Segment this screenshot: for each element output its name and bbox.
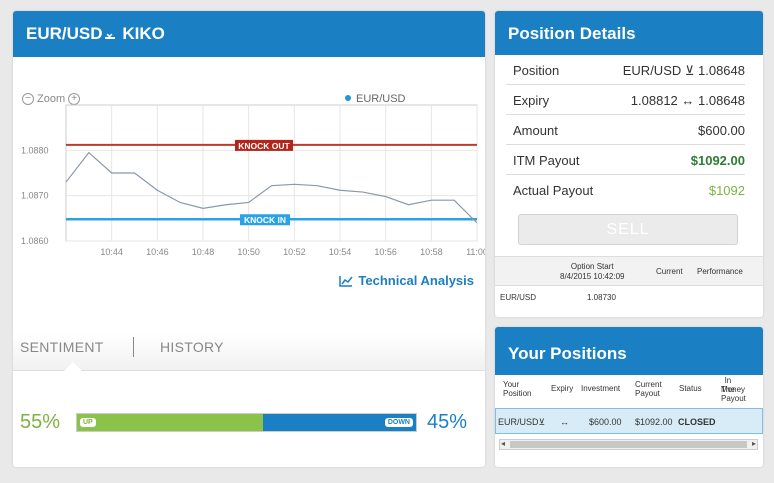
position-cell: EUR/USD⊻ <box>498 417 546 427</box>
table-row: EUR/USD 1.08730 <box>495 286 763 310</box>
sentiment-bar: UP DOWN <box>76 413 417 432</box>
detail-label: Expiry <box>513 93 550 108</box>
arrow-down-underline-icon: ⌄ <box>104 26 115 40</box>
active-tab-indicator <box>63 362 83 372</box>
option-table-header: Option Start 8/4/2015 10:42:09 Current P… <box>495 256 763 286</box>
col-status: Status <box>679 384 702 393</box>
detail-label: Position <box>513 63 560 78</box>
sentiment-bar-down: DOWN <box>263 414 416 431</box>
x-tick-label: 10:46 <box>146 247 169 257</box>
detail-label: Actual Payout <box>513 183 594 198</box>
detail-value: $600.00 <box>698 123 745 138</box>
your-positions-title: Your Positions <box>495 327 763 375</box>
position-details-panel: Position Details Position EUR/USD ⊻ 1.08… <box>495 11 763 317</box>
col-text: Current <box>635 380 662 389</box>
position-details-title: Position Details <box>495 11 763 55</box>
sentiment-bar-up: UP <box>77 414 264 431</box>
detail-label: Amount <box>513 123 558 138</box>
product-label: KIKO <box>122 24 165 43</box>
technical-analysis-link[interactable]: Technical Analysis <box>339 273 474 288</box>
sentiment-meter: 55% UP DOWN 45% <box>13 409 485 439</box>
detail-value: 1.08812 ↔ 1.08648 <box>630 93 745 108</box>
y-tick-label: 1.0860 <box>21 236 49 246</box>
detail-label: ITM Payout <box>513 153 580 168</box>
zoom-label: Zoom <box>37 93 66 105</box>
price-chart: − Zoom + EUR/USD 10:44 10:46 10:48 10:50 10:… <box>13 57 485 307</box>
y-tick-label: 1.0870 <box>21 191 49 201</box>
col-text: Your <box>503 380 520 389</box>
legend-dot-icon <box>345 95 351 101</box>
chart-svg: 10:44 10:46 10:48 10:50 10:52 10:54 10:56 10:58… <box>21 104 485 257</box>
x-tick-label: 10:58 <box>420 247 443 257</box>
option-start-label: Option Start <box>570 262 614 271</box>
col-text: In The <box>721 376 735 394</box>
col-text: Payout <box>635 389 660 398</box>
detail-row-expiry: Expiry 1.08812 ↔ 1.08648 <box>506 85 745 115</box>
start-value-cell: 1.08730 <box>587 293 616 302</box>
detail-row-actual-payout: Actual Payout $1092 <box>506 175 745 205</box>
col-investment: Investment <box>581 384 621 393</box>
position-row[interactable]: EUR/USD⊻ ↔ $600.00 $1092.00 CLOSED <box>495 408 763 434</box>
option-start-header: Option Start 8/4/2015 10:42:09 <box>560 262 625 282</box>
sentiment-down-percent: 45% <box>427 411 468 433</box>
x-tick-label: 10:48 <box>192 247 215 257</box>
chart-legend: EUR/USD <box>345 93 406 105</box>
tab-history[interactable]: HISTORY <box>160 339 224 355</box>
tab-sentiment[interactable]: SENTIMENT <box>20 339 104 355</box>
positions-table-header: Your Position Expiry Investment Current … <box>495 375 763 408</box>
scroll-left-icon[interactable]: ◂ <box>501 439 506 448</box>
current-header: Current <box>656 267 683 276</box>
knock-in-label: KNOCK IN <box>244 215 286 225</box>
detail-value: $1092.00 <box>690 153 745 168</box>
x-tick-label: 10:50 <box>237 247 260 257</box>
knock-out-label: KNOCK OUT <box>238 141 290 151</box>
panel-header: EUR/USD ⌄ KIKO <box>13 11 485 57</box>
detail-value: EUR/USD ⊻ 1.08648 <box>622 63 745 78</box>
scrollbar-thumb[interactable] <box>510 441 747 448</box>
option-start-time: 8/4/2015 10:42:09 <box>560 272 625 281</box>
scroll-right-icon[interactable]: ▸ <box>751 439 756 448</box>
current-payout-cell: $1092.00 <box>635 417 673 427</box>
performance-header: Performance <box>697 267 743 276</box>
price-series-line <box>65 151 478 224</box>
knock-out-badge <box>235 139 293 151</box>
sentiment-up-percent: 55% <box>20 411 61 433</box>
asset-cell: EUR/USD <box>500 293 537 302</box>
investment-cell: $600.00 <box>589 417 622 427</box>
status-cell: CLOSED <box>678 417 716 427</box>
col-text: Position <box>503 389 532 398</box>
tab-bar: SENTIMENT HISTORY <box>13 333 485 372</box>
pair-label: EUR/USD <box>26 24 103 43</box>
col-text: Payout <box>721 394 746 403</box>
zoom-out-icon[interactable]: − <box>22 93 34 105</box>
y-tick-label: 1.0880 <box>21 145 49 155</box>
x-tick-label: 10:56 <box>374 247 397 257</box>
detail-row-itm-payout: ITM Payout $1092.00 <box>506 145 745 175</box>
detail-row-position: Position EUR/USD ⊻ 1.08648 <box>506 55 745 85</box>
expiry-cell: ↔ <box>560 417 569 427</box>
col-text: Money <box>721 385 746 394</box>
up-tag: UP <box>80 418 96 427</box>
your-positions-panel: Your Positions Your Position Expiry Inve… <box>495 327 763 467</box>
x-tick-label: 10:44 <box>100 247 123 257</box>
col-expiry: Expiry <box>551 384 574 393</box>
detail-value: $1092 <box>708 183 745 198</box>
x-tick-label: 10:54 <box>329 247 352 257</box>
legend-label: EUR/USD <box>356 93 406 105</box>
technical-analysis-label: Technical Analysis <box>358 273 474 288</box>
tab-divider <box>133 337 134 357</box>
chart-panel: EUR/USD ⌄ KIKO − Zoom + EUR/USD 10:44 10:4… <box>13 11 485 467</box>
horizontal-scrollbar[interactable]: ◂ ▸ <box>499 439 758 450</box>
down-tag: DOWN <box>384 418 413 427</box>
knock-in-badge <box>240 214 290 226</box>
line-chart-icon <box>339 275 353 287</box>
x-tick-label: 11:00 <box>466 247 485 257</box>
sell-button[interactable]: SELL <box>518 214 738 245</box>
x-tick-label: 10:52 <box>283 247 306 257</box>
detail-row-amount: Amount $600.00 <box>506 115 745 145</box>
